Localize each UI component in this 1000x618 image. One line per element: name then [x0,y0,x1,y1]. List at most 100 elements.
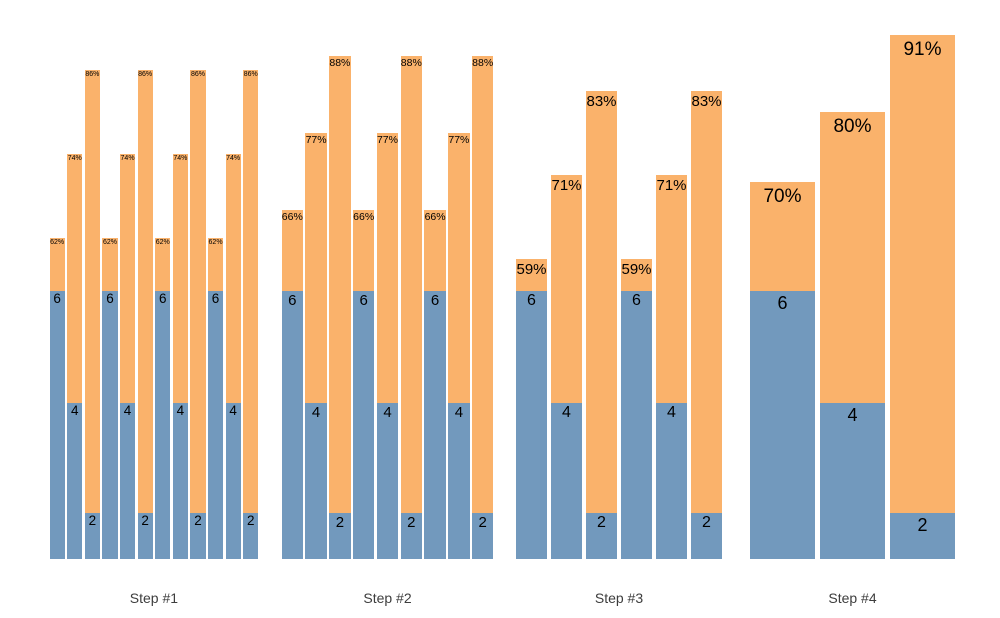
stacked-bar: 71% 4 [656,175,687,559]
count-label: 2 [407,514,416,531]
bar-bottom-segment [471,513,494,559]
stacked-bar: 62% 6 [102,238,118,559]
count-label: 6 [106,291,114,306]
stacked-bar: 66% 6 [424,210,446,559]
bar-bottom-segment [352,291,375,559]
bar-bottom-segment [281,291,304,559]
bar-bottom-segment [820,403,885,559]
bar-bottom-segment [691,513,722,559]
bar-bottom-segment [305,403,327,559]
count-label: 6 [632,292,641,309]
bar-bottom-segment [84,513,100,559]
stacked-bar: 88% 2 [471,56,494,559]
count-label: 2 [478,514,487,531]
bar-bottom-segment [49,291,65,559]
percent-label: 71% [656,177,687,194]
count-label: 4 [123,403,132,418]
count-label: 2 [194,513,202,528]
stacked-bar: 77% 4 [448,133,470,559]
stacked-bar: 77% 4 [376,133,399,559]
bar-bottom-segment [137,513,153,559]
stacked-bar: 86% 2 [243,70,259,559]
percent-label: 83% [691,93,722,110]
stacked-bar: 83% 2 [691,91,722,559]
percent-label: 74% [226,155,241,162]
stacked-bar: 88% 2 [400,56,423,559]
count-label: 2 [246,513,255,528]
stacked-bar: 62% 6 [49,238,65,559]
count-label: 2 [917,515,928,535]
percent-label: 83% [586,93,617,110]
percent-label: 88% [329,57,351,69]
stacked-bar: 66% 6 [352,210,375,559]
x-axis-label-step-1: Step #1 [129,590,179,606]
bar-bottom-segment [424,291,446,559]
percent-label: 59% [621,261,652,278]
count-label: 4 [176,403,185,418]
percent-label: 88% [472,57,494,69]
count-label: 6 [527,292,536,309]
percent-label: 66% [281,211,303,223]
bar-bottom-segment [67,403,83,559]
count-label: 6 [158,291,167,306]
count-label: 4 [311,404,321,421]
stacked-bar: 91% 2 [890,35,955,559]
bar-bottom-segment [516,291,547,559]
percent-label: 77% [305,134,327,146]
x-axis-label-step-3: Step #3 [594,590,644,606]
count-label: 4 [454,404,464,421]
bar-bottom-segment [243,513,259,559]
count-label: 2 [141,513,149,528]
x-axis-label-step-4: Step #4 [828,590,877,606]
count-label: 4 [70,403,79,418]
stacked-bar: 86% 2 [137,70,153,559]
bar-bottom-segment [621,291,652,559]
bar-bottom-segment [448,403,470,559]
count-label: 6 [53,291,61,306]
stacked-bar: 70% 6 [750,182,815,559]
bar-bottom-segment [400,513,423,559]
count-label: 6 [211,291,220,306]
count-label: 2 [597,514,606,531]
bar-bottom-segment [551,403,582,559]
count-label: 4 [562,404,571,421]
percent-label: 86% [190,71,205,78]
percent-label: 74% [67,155,82,162]
percent-label: 80% [833,116,872,137]
stacked-bar: 59% 6 [516,259,547,559]
stacked-bar: 80% 4 [820,112,885,559]
count-label: 6 [288,292,297,309]
stacked-bar: 59% 6 [621,259,652,559]
percent-label: 77% [448,134,470,146]
percent-label: 62% [155,239,170,246]
bar-bottom-segment [656,403,687,559]
stacked-bar: 77% 4 [305,133,327,559]
percent-label: 70% [763,186,802,207]
percent-label: 86% [243,71,258,78]
count-label: 4 [383,404,392,421]
percent-label: 74% [120,155,135,162]
stacked-bar: 86% 2 [190,70,206,559]
stacked-bar: 74% 4 [119,154,136,559]
count-label: 4 [847,405,858,425]
bar-bottom-segment [890,513,955,559]
stacked-bar: 62% 6 [155,238,171,559]
count-label: 6 [359,292,368,309]
stacked-bar: 74% 4 [67,154,83,559]
stacked-bar: 74% 4 [172,154,188,559]
stacked-bar: 71% 4 [551,175,582,559]
stacked-bar: 74% 4 [225,154,241,559]
bar-bottom-segment [172,403,188,559]
bar-bottom-segment [750,291,815,559]
count-label: 4 [667,404,676,421]
bar-bottom-segment [225,403,241,559]
percent-label: 88% [400,57,422,69]
percent-label: 91% [903,39,942,60]
percent-label: 71% [551,177,582,194]
bar-bottom-segment [376,403,399,559]
percent-label: 86% [85,71,100,78]
percent-label: 62% [50,239,65,246]
count-label: 6 [777,293,788,313]
count-label: 2 [88,513,97,528]
